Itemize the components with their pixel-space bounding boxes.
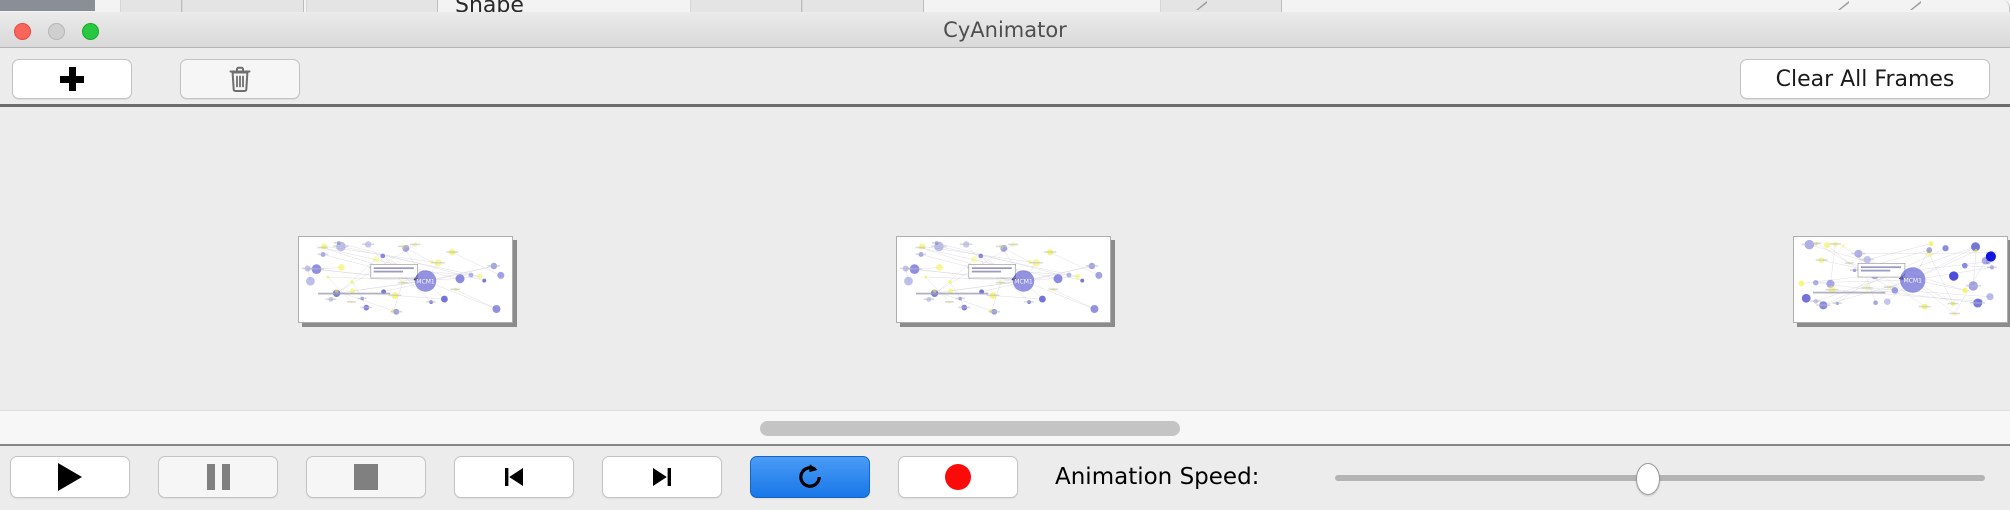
loop-icon xyxy=(799,464,821,488)
page-title: CyAnimator xyxy=(943,18,1067,42)
background-window-strip: Shape xyxy=(0,0,2010,13)
transport-bar: Animation Speed: xyxy=(0,446,2010,510)
animation-speed-slider-thumb[interactable] xyxy=(1636,463,1660,495)
record-button[interactable] xyxy=(898,456,1018,498)
background-arrow-icon xyxy=(1196,1,1207,10)
skip-back-icon xyxy=(505,468,523,486)
trash-icon xyxy=(229,66,251,92)
background-tab xyxy=(182,0,304,12)
svg-text:MCM1: MCM1 xyxy=(1014,279,1033,286)
background-tab xyxy=(306,0,438,12)
background-tab xyxy=(120,0,182,12)
background-arrow-icon xyxy=(1910,1,1921,10)
scrollbar-thumb[interactable] xyxy=(760,421,1180,436)
toolbar: Clear All Frames xyxy=(0,48,2010,107)
stop-icon xyxy=(354,464,378,490)
pause-button[interactable] xyxy=(158,456,278,498)
animation-speed-label: Animation Speed: xyxy=(1055,464,1260,490)
background-window-corner xyxy=(1994,0,2010,12)
play-icon xyxy=(58,463,82,491)
clear-all-frames-button[interactable]: Clear All Frames xyxy=(1740,59,1990,99)
background-titlebar-dark xyxy=(0,0,95,11)
close-button[interactable] xyxy=(14,23,31,40)
timeline-frame-thumbnail[interactable]: MCM1 xyxy=(1793,236,2008,323)
maximize-button[interactable] xyxy=(82,23,99,40)
background-tab xyxy=(1160,0,1282,12)
svg-text:MCM1: MCM1 xyxy=(416,279,435,286)
stop-button[interactable] xyxy=(306,456,426,498)
skip-forward-button[interactable] xyxy=(602,456,722,498)
minimize-button[interactable] xyxy=(48,23,65,40)
skip-back-button[interactable] xyxy=(454,456,574,498)
delete-frame-button[interactable] xyxy=(180,59,300,99)
record-icon xyxy=(945,464,971,490)
svg-text:MCM1: MCM1 xyxy=(1903,278,1922,285)
skip-forward-icon xyxy=(653,468,671,486)
titlebar: CyAnimator xyxy=(0,12,2010,48)
loop-button[interactable] xyxy=(750,456,870,498)
play-button[interactable] xyxy=(10,456,130,498)
background-tab xyxy=(690,0,802,12)
plus-icon xyxy=(60,67,84,91)
background-arrow-icon xyxy=(1838,1,1849,10)
background-tab xyxy=(802,0,924,12)
timeline-frame-thumbnail[interactable]: MCM1 xyxy=(298,236,513,323)
background-window-label: Shape xyxy=(455,0,524,13)
timeline-frame-thumbnail[interactable]: MCM1 xyxy=(896,236,1111,323)
add-frame-button[interactable] xyxy=(12,59,132,99)
pause-icon xyxy=(206,464,230,490)
timeline-scrollbar[interactable] xyxy=(0,410,2010,446)
animation-speed-slider[interactable] xyxy=(1335,463,1985,495)
